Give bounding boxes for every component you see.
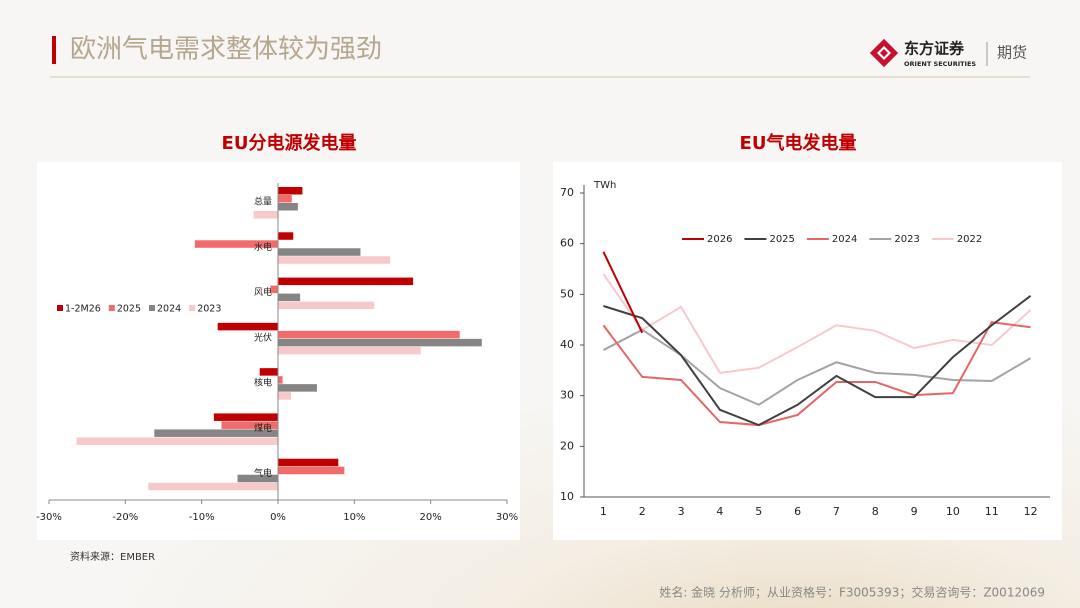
x-tick-label: 20% xyxy=(420,512,442,523)
bar xyxy=(237,474,278,483)
legend-label: 1-2M26 xyxy=(65,304,101,315)
bar xyxy=(278,195,292,203)
legend-swatch xyxy=(57,305,63,311)
bar xyxy=(278,187,303,195)
bar xyxy=(154,429,278,437)
y-tick-label: 50 xyxy=(560,287,574,300)
title-bar xyxy=(52,36,56,64)
bar xyxy=(278,301,375,310)
bar xyxy=(253,211,278,219)
x-tick-label: 9 xyxy=(911,505,918,518)
legend-label: 2023 xyxy=(197,304,221,315)
legend-label: 2025 xyxy=(769,234,794,245)
bar xyxy=(278,330,460,339)
bar xyxy=(278,256,391,264)
y-tick-label: 60 xyxy=(560,237,574,250)
x-tick-label: 4 xyxy=(716,505,723,518)
x-tick-label: 12 xyxy=(1024,505,1038,518)
x-tick-label: -10% xyxy=(189,512,215,523)
legend-label: 2023 xyxy=(894,234,919,245)
x-tick-label: 1 xyxy=(600,505,607,518)
category-label: 核电 xyxy=(254,377,272,389)
chart-title: EU气电发电量 xyxy=(740,132,857,154)
category-label: 风电 xyxy=(254,286,272,298)
bar xyxy=(278,277,414,286)
chart-title: EU分电源发电量 xyxy=(222,132,357,154)
y-tick-label: 30 xyxy=(560,389,574,402)
legend-label: 2024 xyxy=(832,234,857,245)
x-tick-label: -30% xyxy=(36,512,62,523)
bar xyxy=(278,392,291,400)
category-label: 水电 xyxy=(254,241,272,253)
legend-swatch xyxy=(189,305,196,311)
x-tick-label: 30% xyxy=(496,512,518,523)
x-tick-label: 3 xyxy=(678,505,685,518)
bar xyxy=(76,437,278,445)
bar xyxy=(278,376,283,384)
bar xyxy=(278,466,345,475)
y-tick-label: 10 xyxy=(560,490,574,503)
bar xyxy=(278,458,339,467)
category-label: 光伏 xyxy=(254,331,272,343)
series-line xyxy=(603,295,1032,427)
category-label: 煤电 xyxy=(254,422,272,434)
x-tick-label: -20% xyxy=(112,512,138,523)
x-tick-label: 7 xyxy=(833,505,840,518)
source: 资料来源：EMBER xyxy=(70,550,155,563)
bar xyxy=(213,413,278,421)
logo-icon xyxy=(869,38,899,68)
logo-en: ORIENT SECURITIES xyxy=(904,60,976,68)
bar xyxy=(148,482,278,491)
logo-name: 东方证券 xyxy=(904,40,965,58)
bar xyxy=(278,346,421,355)
legend-label: 2026 xyxy=(707,234,732,245)
x-tick-label: 6 xyxy=(794,505,801,518)
bar xyxy=(278,293,301,302)
x-tick-label: 11 xyxy=(985,505,999,518)
category-label: 气电 xyxy=(254,467,272,479)
bar xyxy=(217,322,278,331)
bar xyxy=(278,203,298,211)
legend-label: 2022 xyxy=(957,234,982,245)
y-axis-label: TWh xyxy=(593,180,616,191)
footer: 姓名: 金晓 分析师；从业资格号：F3005393；交易咨询号：Z0012069 xyxy=(659,585,1045,600)
x-tick-label: 2 xyxy=(639,505,646,518)
y-tick-label: 40 xyxy=(560,338,574,351)
bar xyxy=(278,384,317,392)
bar xyxy=(221,421,278,429)
category-label: 总量 xyxy=(254,196,272,208)
series-line xyxy=(602,251,644,334)
x-tick-label: 0% xyxy=(270,512,286,523)
y-tick-label: 20 xyxy=(560,439,574,452)
x-tick-label: 10% xyxy=(343,512,365,523)
slide-title: 欧洲气电需求整体较为强劲 xyxy=(70,35,382,65)
bar xyxy=(194,240,278,248)
legend-swatch xyxy=(108,305,115,311)
y-tick-label: 70 xyxy=(560,186,574,199)
legend-label: 2025 xyxy=(117,304,141,315)
brand: 期货 xyxy=(997,44,1027,62)
x-tick-label: 10 xyxy=(946,505,960,518)
series-line xyxy=(602,273,1032,374)
legend-label: 2024 xyxy=(157,304,181,315)
bar xyxy=(278,338,482,347)
bar xyxy=(270,285,278,294)
bar xyxy=(278,232,294,240)
series-line xyxy=(602,321,1031,427)
bar xyxy=(278,248,361,256)
x-tick-label: 5 xyxy=(755,505,762,518)
legend-swatch xyxy=(149,305,155,311)
x-tick-label: 8 xyxy=(872,505,879,518)
chart-panel xyxy=(553,162,1062,540)
bar xyxy=(259,368,278,376)
